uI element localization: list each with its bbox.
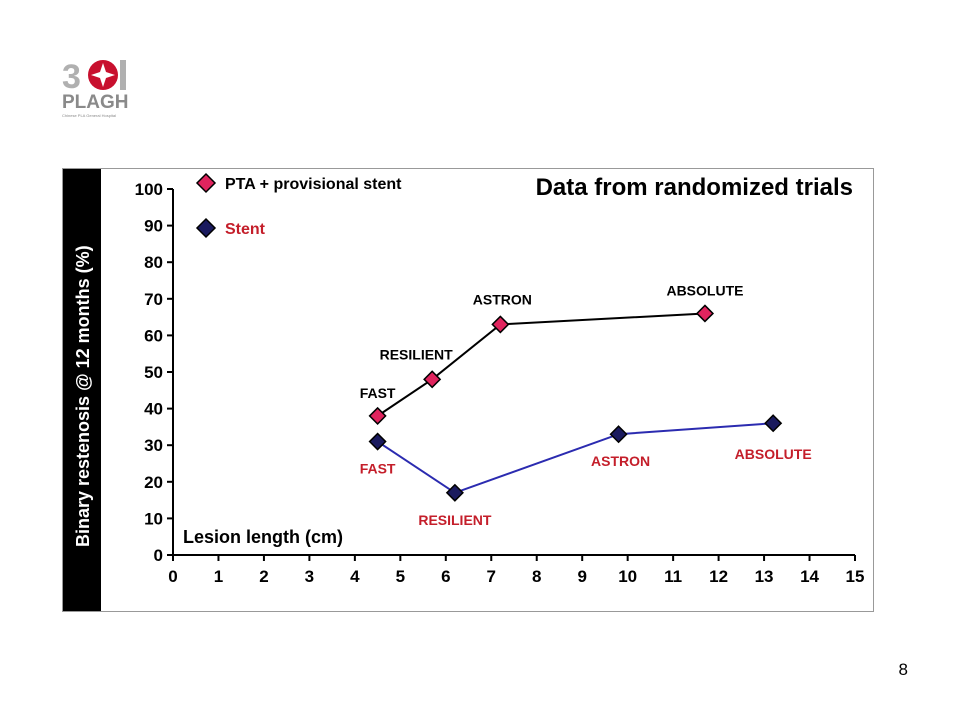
data-label-stent: RESILIENT [418, 512, 492, 528]
x-tick-label: 15 [846, 567, 865, 586]
data-point-pta [368, 406, 387, 425]
logo-graphic: 3 PLAGH Chinese PLA General Hospital [62, 58, 129, 118]
y-tick-label: 60 [144, 326, 163, 345]
y-tick-label: 20 [144, 473, 163, 492]
x-tick-label: 8 [532, 567, 541, 586]
x-tick-label: 2 [259, 567, 268, 586]
logo-tagline: Chinese PLA General Hospital [62, 113, 116, 118]
chart-panel: Binary restenosis @ 12 months (%) Data f… [62, 168, 874, 612]
y-tick-label: 10 [144, 509, 163, 528]
x-tick-label: 13 [755, 567, 774, 586]
logo-mark-3: 3 [62, 58, 81, 96]
data-label-stent: ABSOLUTE [735, 446, 812, 462]
series-line-pta [377, 312, 706, 417]
x-tick-label: 1 [214, 567, 223, 586]
slide-number: 8 [898, 660, 908, 679]
x-tick-label: 6 [441, 567, 450, 586]
legend-label-stent: Stent [225, 221, 266, 238]
y-tick-label: 80 [144, 253, 163, 272]
x-tick-label: 4 [350, 567, 360, 586]
data-label-pta: ABSOLUTE [666, 282, 743, 298]
logo-mark-1 [120, 60, 126, 90]
data-label-stent: FAST [360, 461, 396, 477]
legend-label-pta: PTA + provisional stent [225, 176, 402, 193]
x-tick-label: 14 [800, 567, 819, 586]
data-label-pta: RESILIENT [380, 346, 454, 362]
y-tick-label: 90 [144, 217, 163, 236]
logo-star-icon [91, 63, 115, 87]
x-tick-label: 7 [487, 567, 496, 586]
data-point-stent [764, 414, 783, 433]
data-label-pta: FAST [360, 385, 396, 401]
x-axis-label: Lesion length (cm) [183, 527, 343, 547]
y-axis-label-band [63, 169, 101, 611]
y-tick-label: 40 [144, 400, 163, 419]
y-tick-label: 0 [154, 546, 163, 565]
hospital-logo: 3 PLAGH Chinese PLA General Hospital [60, 46, 140, 122]
data-point-stent [445, 483, 464, 502]
y-tick-label: 70 [144, 290, 163, 309]
x-tick-label: 9 [577, 567, 586, 586]
data-label-pta: ASTRON [473, 291, 532, 307]
data-point-pta [695, 304, 715, 323]
data-point-pta [423, 370, 442, 389]
x-tick-label: 5 [396, 567, 405, 586]
data-point-stent [609, 425, 628, 444]
y-tick-label: 100 [135, 180, 163, 199]
data-label-stent: ASTRON [591, 453, 650, 469]
y-tick-label: 50 [144, 363, 163, 382]
data-point-stent [368, 432, 387, 451]
series-points [368, 304, 783, 502]
y-axis-label: Binary restenosis @ 12 months (%) [73, 245, 93, 547]
x-tick-label: 0 [168, 567, 177, 586]
legend: PTA + provisional stent Stent [195, 172, 402, 239]
chart-title: Data from randomized trials [536, 174, 853, 201]
series-lines [377, 312, 774, 494]
legend-marker-pta [195, 172, 217, 194]
legend-marker-stent [195, 217, 217, 239]
x-tick-label: 3 [305, 567, 314, 586]
series-line-stent [377, 422, 774, 494]
x-tick-label: 10 [618, 567, 637, 586]
point-labels: FAST RESILIENT ASTRON ABSOLUTE FAST RESILIENT… [360, 282, 812, 527]
data-point-pta [491, 315, 510, 334]
x-tick-label: 12 [709, 567, 728, 586]
x-tick-label: 11 [664, 567, 682, 586]
restenosis-chart: Binary restenosis @ 12 months (%) Data f… [63, 169, 865, 611]
y-tick-label: 30 [144, 436, 163, 455]
logo-name: PLAGH [62, 92, 129, 113]
